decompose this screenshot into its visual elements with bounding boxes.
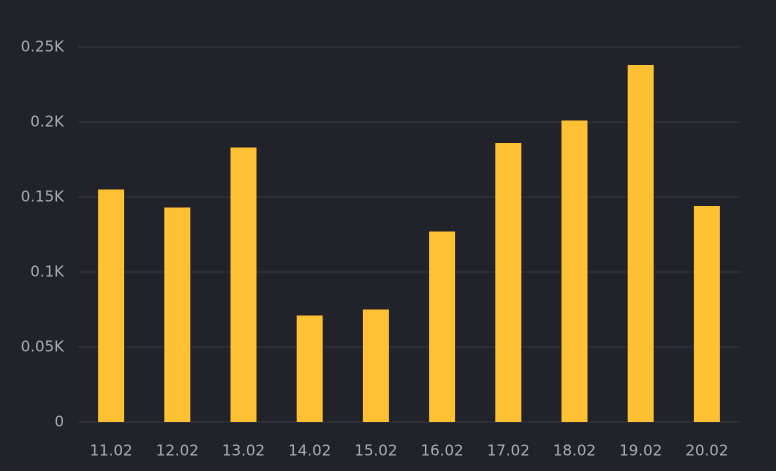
y-tick-label: 0.2K bbox=[30, 113, 65, 131]
bar bbox=[98, 189, 125, 422]
bar bbox=[362, 309, 389, 422]
x-tick-label: 15.02 bbox=[354, 442, 397, 460]
bar bbox=[230, 147, 257, 422]
y-tick-label: 0.05K bbox=[21, 338, 65, 356]
x-tick-label: 11.02 bbox=[90, 442, 133, 460]
x-tick-label: 17.02 bbox=[487, 442, 530, 460]
y-tick-label: 0.15K bbox=[21, 188, 65, 206]
bar bbox=[164, 207, 191, 422]
x-tick-label: 14.02 bbox=[288, 442, 331, 460]
bar bbox=[627, 65, 654, 422]
bar bbox=[561, 120, 588, 422]
y-tick-label: 0.1K bbox=[30, 263, 65, 281]
x-tick-label: 19.02 bbox=[619, 442, 662, 460]
bar bbox=[495, 143, 522, 422]
bar bbox=[296, 315, 323, 422]
bar bbox=[693, 206, 720, 422]
y-tick-label: 0.25K bbox=[21, 38, 65, 56]
x-tick-label: 18.02 bbox=[553, 442, 596, 460]
x-tick-label: 12.02 bbox=[156, 442, 199, 460]
y-tick-label: 0 bbox=[54, 413, 64, 431]
x-tick-label: 20.02 bbox=[685, 442, 728, 460]
bar bbox=[429, 231, 456, 422]
x-tick-label: 16.02 bbox=[421, 442, 464, 460]
x-tick-label: 13.02 bbox=[222, 442, 265, 460]
